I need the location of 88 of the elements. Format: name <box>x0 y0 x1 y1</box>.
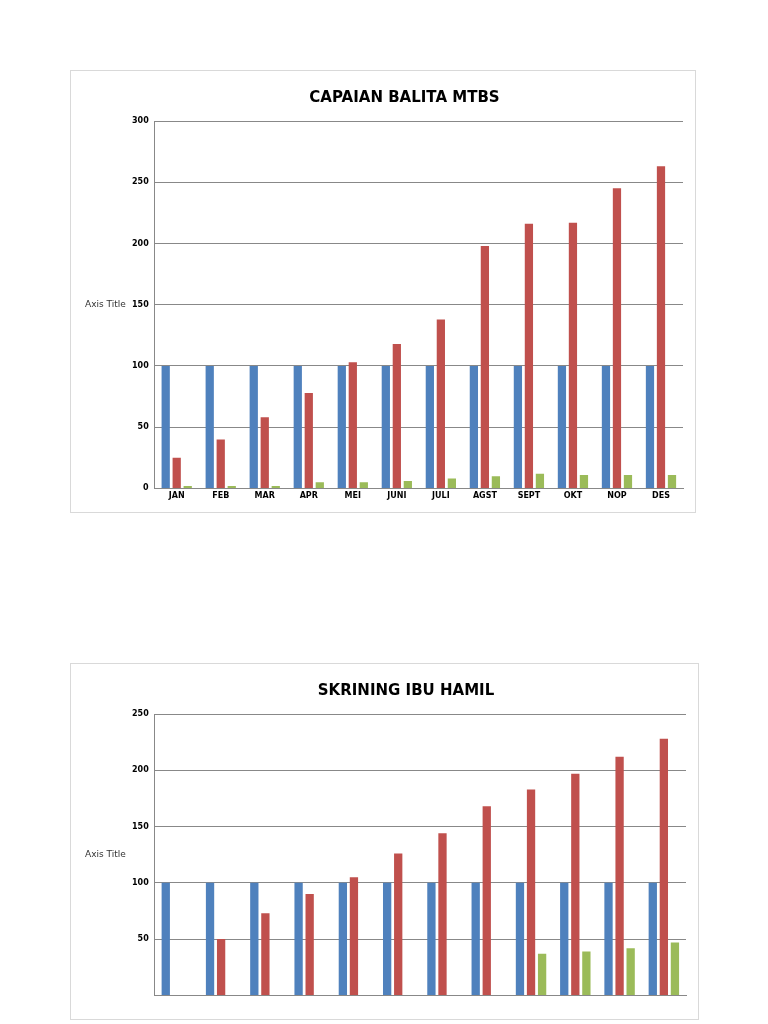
bar <box>338 882 348 995</box>
bar <box>557 365 567 488</box>
y-tick-label: 250 <box>132 709 150 719</box>
bar <box>626 948 635 995</box>
y-tick-label: 50 <box>137 934 150 944</box>
bar <box>615 756 624 995</box>
bar <box>648 882 657 995</box>
x-tick-label: FEB <box>212 491 230 501</box>
bar <box>392 343 401 488</box>
bar <box>535 473 545 488</box>
bar <box>293 365 302 488</box>
y-tick-label: 100 <box>132 877 150 887</box>
bar <box>250 882 259 995</box>
bar <box>315 482 324 488</box>
x-tick-label: SEPT <box>517 491 541 501</box>
bar <box>645 365 655 488</box>
bar <box>427 882 436 995</box>
bar <box>261 913 270 995</box>
bar <box>670 942 680 995</box>
x-tick-label: APR <box>299 491 318 501</box>
bar <box>205 882 215 995</box>
chart-title: CAPAIAN BALITA MTBS <box>309 87 500 106</box>
bar <box>381 365 390 488</box>
bar <box>579 474 589 488</box>
bar <box>537 953 547 995</box>
y-tick-label: 100 <box>132 361 150 371</box>
bar <box>560 882 569 995</box>
x-tick-label: MEI <box>344 491 362 501</box>
bar <box>161 365 170 488</box>
x-tick-label: JUNI <box>386 491 407 501</box>
bar <box>305 894 314 995</box>
y-axis-title: Axis Title <box>85 849 127 860</box>
bar <box>349 877 359 995</box>
bar <box>612 188 622 488</box>
bar <box>604 882 613 995</box>
y-tick-label: 200 <box>132 765 150 775</box>
y-axis-title: Axis Title <box>85 299 127 310</box>
bar <box>216 439 225 488</box>
bar <box>249 365 258 488</box>
x-tick-label: OKT <box>563 491 583 501</box>
x-tick-label: AGST <box>472 491 498 501</box>
bar <box>260 417 269 488</box>
y-tick-label: 250 <box>132 177 150 187</box>
bar <box>359 482 368 488</box>
chart-title: SKRINING IBU HAMIL <box>317 680 495 699</box>
x-tick-label: MAR <box>254 491 275 501</box>
bar <box>482 806 491 995</box>
bar <box>348 362 357 488</box>
bar <box>436 319 445 488</box>
bar <box>425 365 434 488</box>
bar <box>469 365 479 488</box>
y-tick-label: 0 <box>143 483 150 493</box>
bar <box>623 474 633 488</box>
bar <box>513 365 523 488</box>
bar <box>438 833 447 995</box>
bar <box>403 481 412 488</box>
bar <box>568 222 578 488</box>
y-tick-label: 300 <box>132 116 150 126</box>
x-tick-label: JAN <box>167 491 185 501</box>
bar <box>601 365 611 488</box>
x-tick-label: JULI <box>431 491 450 501</box>
bar <box>480 245 490 488</box>
bar <box>659 738 669 995</box>
bar <box>524 223 534 488</box>
bar <box>667 474 677 488</box>
y-tick-label: 200 <box>132 238 150 248</box>
bar <box>515 882 525 995</box>
x-tick-label: DES <box>652 491 671 501</box>
bar <box>656 166 666 488</box>
bar <box>491 476 501 488</box>
y-tick-label: 50 <box>137 422 150 432</box>
bar <box>571 773 580 995</box>
bar <box>337 365 346 488</box>
bar <box>161 882 170 995</box>
bar <box>205 365 214 488</box>
bar <box>304 392 313 488</box>
bar <box>447 478 456 488</box>
bar <box>172 457 181 488</box>
bar <box>471 882 480 995</box>
x-tick-label: NOP <box>607 491 627 501</box>
bar <box>382 882 392 995</box>
bar <box>294 882 303 995</box>
y-tick-label: 150 <box>132 821 150 831</box>
bar <box>582 951 591 995</box>
bar <box>216 939 226 995</box>
y-tick-label: 150 <box>132 299 150 309</box>
bar <box>526 789 536 995</box>
bar <box>394 853 403 995</box>
